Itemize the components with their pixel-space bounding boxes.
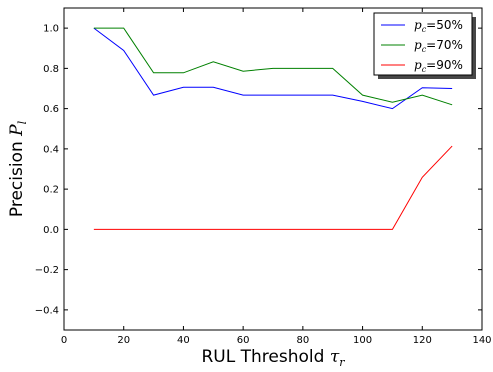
- x-tick-label: 80: [296, 335, 309, 346]
- x-tick-label: 0: [61, 335, 67, 346]
- x-axis-label: RUL Threshold τr: [202, 347, 346, 369]
- legend: pc=50% pc=70% pc=90%: [373, 12, 476, 79]
- plot-area: [93, 27, 453, 230]
- series-line-1: [93, 27, 453, 106]
- legend-label-2: pc=90%: [414, 58, 463, 74]
- y-tick-label: −0.2: [35, 265, 59, 276]
- legend-label-0: pc=50%: [414, 18, 463, 34]
- y-tick-label: 0.4: [43, 144, 59, 155]
- y-tick-label: −0.4: [35, 305, 59, 316]
- axis-ticks: 0 20 40 60 80 100 120 140 −0.4 −0.2 0.0 0.2 0.4 0.6 0.…: [35, 8, 492, 346]
- y-axis-label: Precision Pl: [7, 120, 29, 217]
- legend-label-1: pc=70%: [414, 38, 463, 54]
- x-tick-label: 100: [353, 335, 372, 346]
- x-tick-label: 120: [413, 335, 432, 346]
- x-tick-label: 60: [237, 335, 250, 346]
- x-tick-label: 40: [177, 335, 190, 346]
- plot-frame: [63, 7, 483, 331]
- y-tick-label: 0.8: [43, 64, 59, 75]
- x-tick-label: 20: [117, 335, 130, 346]
- series-line-0: [93, 27, 453, 110]
- y-tick-label: 0.0: [43, 225, 59, 236]
- y-tick-label: 1.0: [43, 24, 59, 35]
- series-line-2: [93, 145, 453, 230]
- x-tick-label: 140: [472, 335, 491, 346]
- y-tick-label: 0.6: [43, 104, 59, 115]
- y-tick-label: 0.2: [43, 185, 59, 196]
